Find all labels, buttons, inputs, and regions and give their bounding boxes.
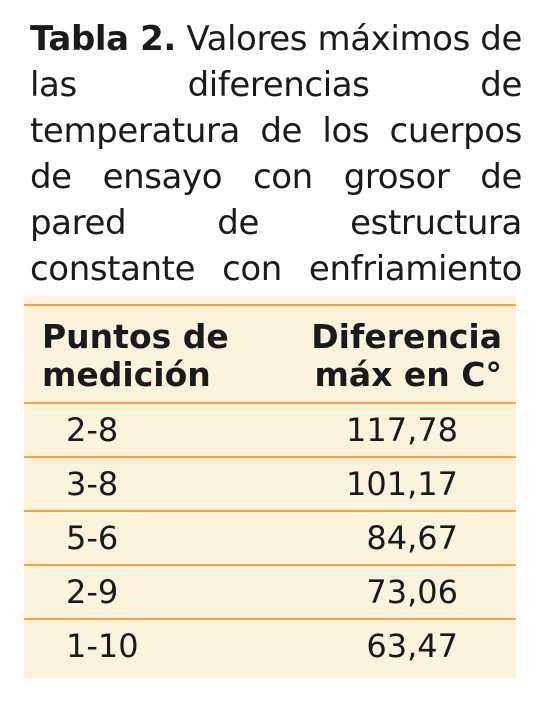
row-value: 63,47 [366,627,458,665]
table-row: 5-6 84,67 [24,512,516,564]
row-point: 2-8 [66,411,119,449]
table-row: 1-10 63,47 [24,620,516,672]
row-rule [24,618,516,620]
column-header-difference-line1: Diferencia [311,317,502,356]
column-header-difference: Diferencia máx en C° [311,318,502,394]
table-row: 2-9 73,06 [24,566,516,618]
row-value: 84,67 [366,519,458,557]
row-value: 117,78 [346,411,458,449]
row-point: 3-8 [66,465,119,503]
row-value: 101,17 [346,465,458,503]
table-row: 3-8 101,17 [24,458,516,510]
column-header-points-line1: Puntos de [42,317,229,356]
header-rule [24,402,516,404]
table-caption: Tabla 2. Valores máximos de las diferenc… [30,16,522,338]
row-point: 1-10 [66,627,139,665]
table-row: 2-8 117,78 [24,404,516,456]
row-point: 5-6 [66,519,119,557]
caption-text: Valores máximos de las diferencias de te… [30,19,522,335]
row-rule [24,510,516,512]
row-value: 73,06 [366,573,458,611]
caption-label: Tabla 2. [30,19,176,59]
data-table: Puntos de medición Diferencia máx en C° … [24,296,516,678]
column-header-points-line2: medición [42,355,211,394]
row-rule [24,564,516,566]
column-header-points: Puntos de medición [42,318,229,394]
row-rule [24,456,516,458]
table-top-rule [24,304,516,306]
column-header-difference-line2: máx en C° [314,355,502,394]
row-point: 2-9 [66,573,119,611]
